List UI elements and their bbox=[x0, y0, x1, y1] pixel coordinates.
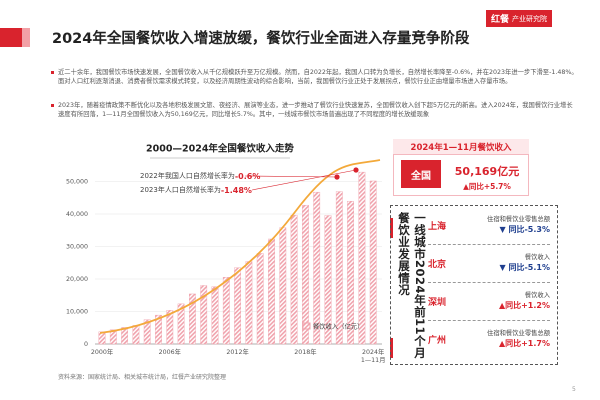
plot: 0 10,000 20,000 30,000 40,000 50,000 2000年 2006… bbox=[66, 171, 386, 364]
cities-box bbox=[390, 205, 558, 365]
y-tick-label: 20,000 bbox=[66, 276, 88, 283]
bar bbox=[335, 191, 343, 345]
national-badge: 全国 bbox=[401, 160, 441, 188]
source: 资料来源：国家统计局、相关城市统计局，红餐产业研究院整理 bbox=[58, 374, 227, 381]
bar bbox=[155, 314, 162, 345]
page-title: 2024年全国餐饮收入增速放缓，餐饮行业全面进入存量竞争阶段 bbox=[52, 31, 470, 47]
x-tick-label: 2012年 bbox=[226, 347, 248, 356]
trend-curve bbox=[99, 159, 381, 334]
annotation-text: 2022年我国人口自然增长率为 bbox=[140, 171, 235, 180]
bar bbox=[121, 327, 129, 345]
panel-box bbox=[393, 154, 529, 196]
bar bbox=[302, 204, 309, 345]
legend-label: 餐饮收入（亿元） bbox=[313, 322, 363, 331]
x-tick-label: 2018年 bbox=[294, 347, 316, 356]
bullet: 近二十余年，我国餐饮市场快速发展，全国餐饮收入从千亿规模跃升至万亿规模。然而，自… bbox=[51, 69, 578, 86]
separator bbox=[428, 244, 550, 245]
city-metric: 住宿和餐饮业零售总额 bbox=[487, 330, 550, 337]
bar bbox=[109, 329, 117, 345]
accent bbox=[390, 338, 393, 358]
city-change: ▲同比+1.2% bbox=[498, 301, 550, 310]
city-name: 北京 bbox=[428, 260, 447, 270]
bar bbox=[211, 286, 219, 345]
accent bbox=[390, 218, 393, 238]
logo-mark: 红餐 bbox=[491, 15, 510, 25]
bar bbox=[245, 261, 253, 345]
y-tick-label: 30,000 bbox=[66, 244, 88, 251]
annotation-value: -0.6% bbox=[235, 172, 261, 181]
city-name: 深圳 bbox=[428, 298, 447, 308]
bar bbox=[143, 319, 151, 345]
bar bbox=[188, 293, 196, 345]
bar bbox=[98, 331, 106, 345]
bar bbox=[200, 285, 208, 345]
bar bbox=[313, 191, 321, 345]
marker-dot bbox=[353, 167, 359, 173]
y-tick-label: 0 bbox=[84, 341, 88, 348]
national-value: 50,169亿元 bbox=[454, 165, 520, 178]
bar bbox=[324, 215, 332, 345]
logo: 红餐 产业研究院 bbox=[486, 10, 553, 27]
separator bbox=[428, 320, 550, 321]
y-tick-label: 40,000 bbox=[66, 211, 88, 218]
logo-text: 产业研究院 bbox=[512, 14, 548, 23]
city-change: ▲同比+1.7% bbox=[498, 339, 550, 348]
city-metric: 住宿和餐饮业零售总额 bbox=[487, 216, 550, 223]
city-metric: 餐饮收入 bbox=[524, 292, 550, 299]
city-metric: 餐饮收入 bbox=[524, 254, 550, 261]
annotation: 2023年人口自然增长率为-1.48% bbox=[140, 185, 252, 195]
annotation-value: -1.48% bbox=[221, 186, 252, 195]
page-number: 5 bbox=[572, 386, 576, 393]
bar bbox=[358, 171, 366, 345]
y-tick-label: 50,000 bbox=[66, 179, 88, 186]
connector bbox=[251, 169, 357, 191]
bar bbox=[369, 180, 377, 345]
bar bbox=[279, 227, 287, 345]
bar bbox=[166, 310, 174, 345]
header-tab bbox=[22, 28, 30, 47]
annotation-text: 2023年人口自然增长率为 bbox=[140, 185, 221, 194]
y-tick-label: 10,000 bbox=[66, 309, 88, 316]
city-change: ▼ 同比-5.3% bbox=[499, 225, 550, 234]
bar bbox=[177, 303, 185, 345]
bar bbox=[222, 277, 230, 345]
chart-title: 2000—2024年全国餐饮收入走势 bbox=[146, 143, 294, 155]
annotation: 2022年我国人口自然增长率为-0.6% bbox=[140, 171, 260, 181]
city-name: 广州 bbox=[428, 336, 447, 346]
panel-head: 2024年1—11月餐饮收入 bbox=[393, 139, 529, 154]
x-tick-label: 2006年 bbox=[159, 347, 181, 356]
national-change: ▲同比+5.7% bbox=[463, 182, 511, 191]
city-change: ▼ 同比-5.1% bbox=[499, 263, 550, 272]
bullet: 2023年，随着疫情政策不断优化以及各地积极发展文旅、夜经济、展演等业态，进一步… bbox=[51, 101, 578, 120]
city-name: 上海 bbox=[428, 222, 447, 232]
bar bbox=[234, 267, 241, 345]
bar bbox=[132, 325, 140, 345]
cities-title: 一线城市2024年前11个月餐饮业发展情况 bbox=[397, 212, 427, 360]
x-tick-label: 2000年 bbox=[91, 347, 113, 356]
separator bbox=[428, 282, 550, 283]
bar bbox=[268, 238, 275, 345]
bar bbox=[347, 200, 354, 345]
header-tab bbox=[0, 28, 22, 47]
bar bbox=[256, 253, 264, 345]
x-tick-label: 2024年 1—11月 bbox=[361, 347, 386, 364]
marker-dot bbox=[334, 174, 340, 180]
legend-swatch bbox=[302, 322, 311, 330]
bar bbox=[290, 214, 298, 345]
